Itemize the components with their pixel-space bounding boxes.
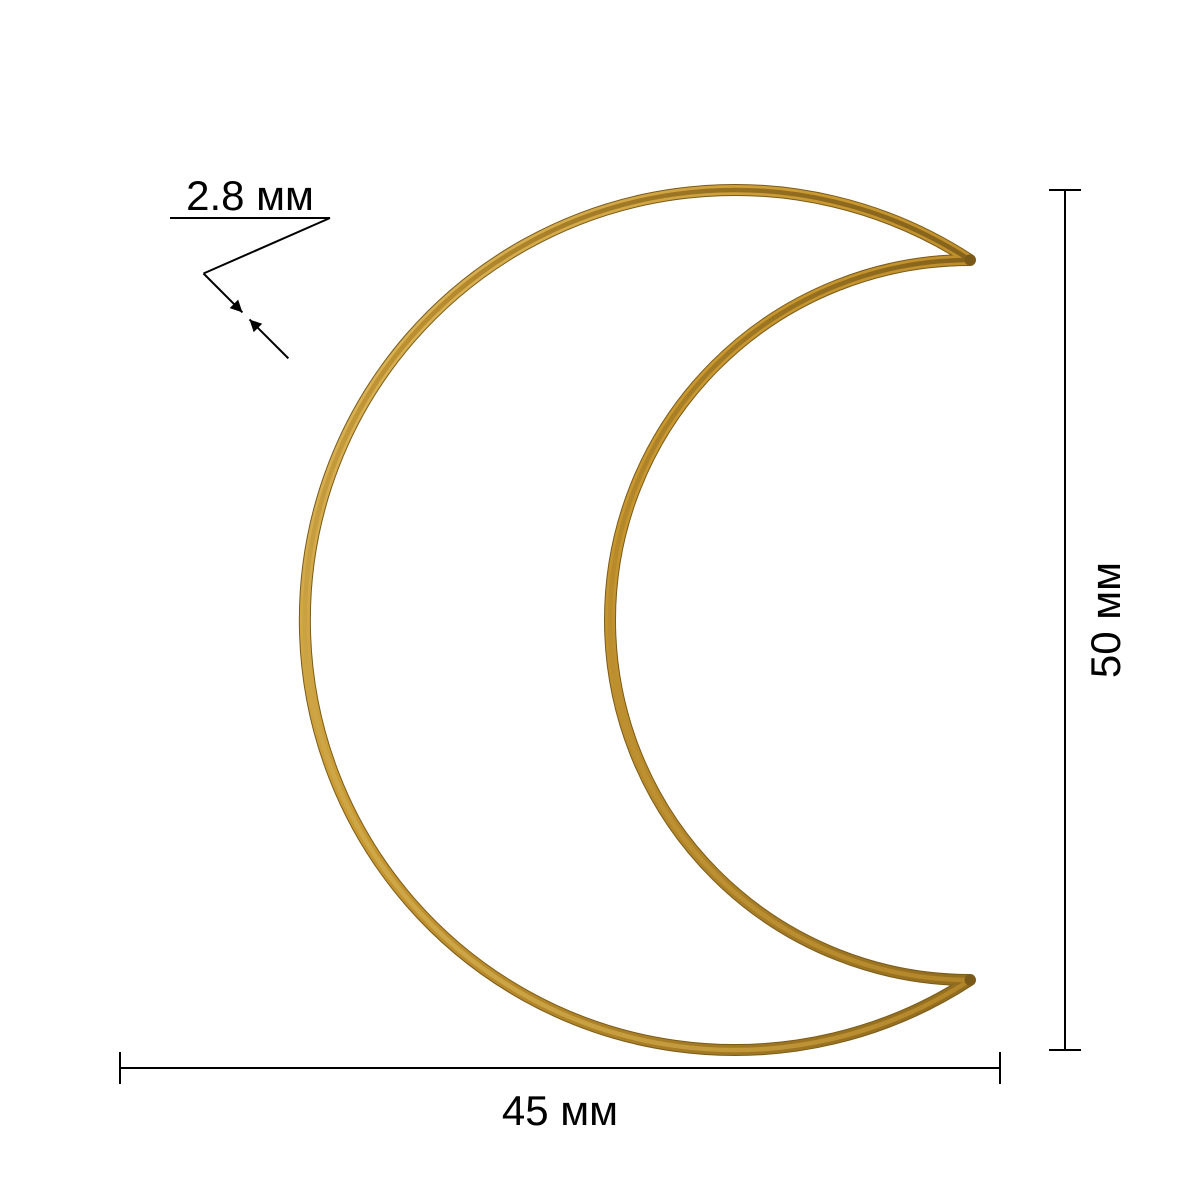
height-dimension-label: 50 мм [1082,562,1129,678]
dimension-diagram: 2.8 мм 50 мм 45 мм [0,0,1200,1200]
width-dimension-label: 45 мм [502,1087,618,1134]
thickness-dimension-label: 2.8 мм [186,172,314,219]
crescent-moon-shape [305,190,976,1050]
dimension-annotations [120,190,1081,1084]
